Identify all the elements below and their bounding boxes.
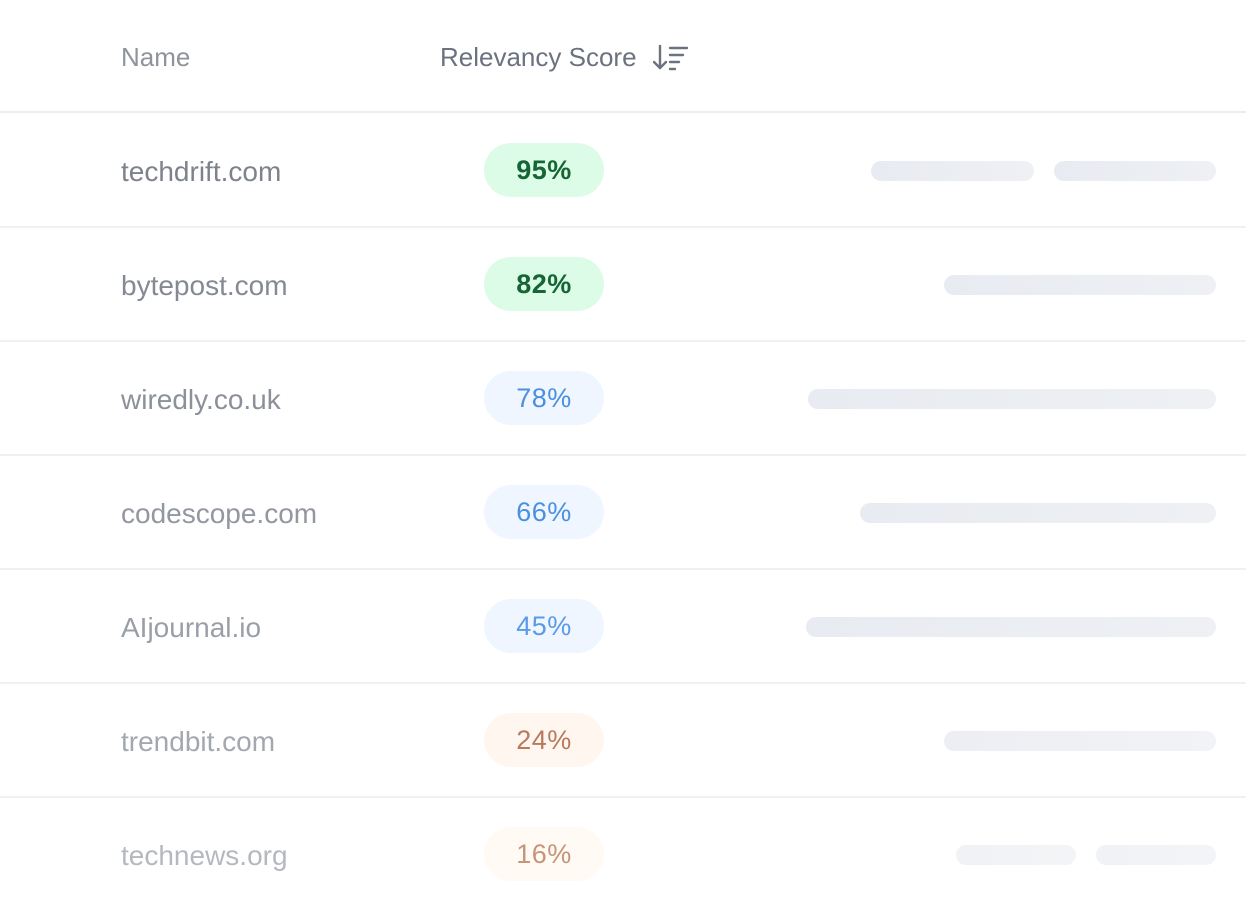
row-name: codescope.com (121, 498, 318, 529)
placeholder-bar (871, 161, 1034, 181)
relevancy-score-badge: 95% (484, 143, 604, 197)
table-row[interactable]: technews.org 16% (0, 798, 1246, 912)
table-header: Name Relevancy Score (0, 0, 1246, 113)
placeholder-bar (956, 845, 1076, 865)
placeholder-bar (1054, 161, 1216, 181)
row-name: techdrift.com (121, 156, 282, 187)
row-name: technews.org (121, 840, 288, 871)
table-row[interactable]: techdrift.com 95% (0, 114, 1246, 228)
placeholder-bar (1096, 845, 1216, 865)
table-row[interactable]: bytepost.com 82% (0, 228, 1246, 342)
row-name: bytepost.com (121, 270, 288, 301)
table-row[interactable]: AIjournal.io 45% (0, 570, 1246, 684)
placeholder-bar (808, 389, 1216, 409)
relevancy-score-badge: 66% (484, 485, 604, 539)
column-header-name[interactable]: Name (121, 42, 191, 72)
relevancy-score-badge: 82% (484, 257, 604, 311)
sort-descending-icon[interactable] (652, 43, 689, 73)
relevancy-score-badge: 24% (484, 713, 604, 767)
table-row[interactable]: codescope.com 66% (0, 456, 1246, 570)
column-header-relevancy-score[interactable]: Relevancy Score (440, 42, 689, 73)
row-name: wiredly.co.uk (121, 384, 281, 415)
row-name: AIjournal.io (121, 612, 262, 643)
relevancy-score-badge: 16% (484, 827, 604, 881)
placeholder-bar (806, 617, 1216, 637)
placeholder-bar (944, 275, 1216, 295)
column-header-relevancy-score-label: Relevancy Score (440, 42, 637, 72)
row-name: trendbit.com (121, 726, 276, 757)
placeholder-bar (860, 503, 1216, 523)
relevancy-score-badge: 78% (484, 371, 604, 425)
relevancy-score-badge: 45% (484, 599, 604, 653)
table-row[interactable]: wiredly.co.uk 78% (0, 342, 1246, 456)
table-row[interactable]: trendbit.com 24% (0, 684, 1246, 798)
placeholder-bar (944, 731, 1216, 751)
